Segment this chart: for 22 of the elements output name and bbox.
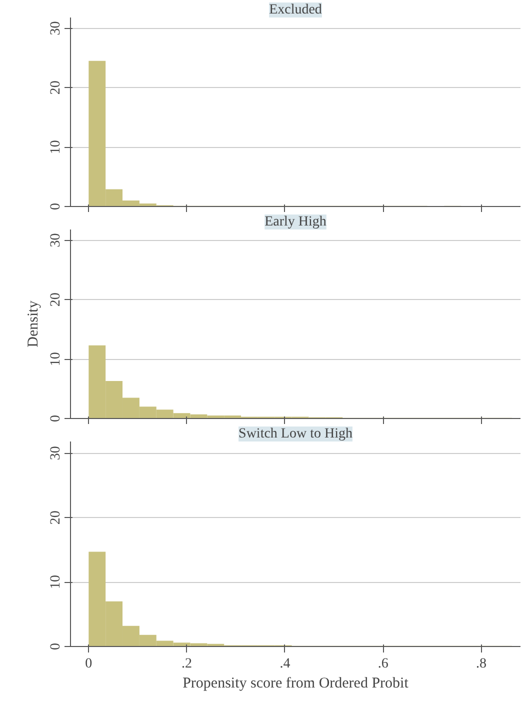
y-tick-label: 10 (48, 140, 64, 154)
x-tick-label: .2 (182, 656, 192, 672)
x-tick-label: 0 (85, 656, 92, 672)
x-tick-label: .8 (476, 656, 486, 672)
y-axis-title: Density (26, 300, 42, 348)
y-tick-label: 0 (48, 415, 64, 422)
y-tick-label: 30 (48, 21, 64, 36)
y-tick-label: 30 (48, 446, 64, 460)
y-tick-label: 20 (48, 292, 64, 307)
x-tick-label: .4 (280, 656, 290, 672)
y-tick-label: 20 (48, 80, 64, 95)
y-tick-label: 0 (48, 643, 64, 650)
chart-title: Early High (264, 214, 326, 230)
y-tick-label: 0 (48, 203, 64, 210)
x-axis-title: Propensity score from Ordered Probit (182, 676, 410, 692)
y-tick-label: 20 (48, 510, 64, 525)
y-tick-label: 10 (48, 352, 64, 366)
y-tick-label: 10 (48, 575, 64, 590)
chart-title: Excluded (269, 2, 322, 18)
x-tick-label: .6 (378, 656, 388, 672)
y-tick-label: 30 (48, 233, 64, 248)
chart-title: Switch Low to High (238, 426, 352, 442)
